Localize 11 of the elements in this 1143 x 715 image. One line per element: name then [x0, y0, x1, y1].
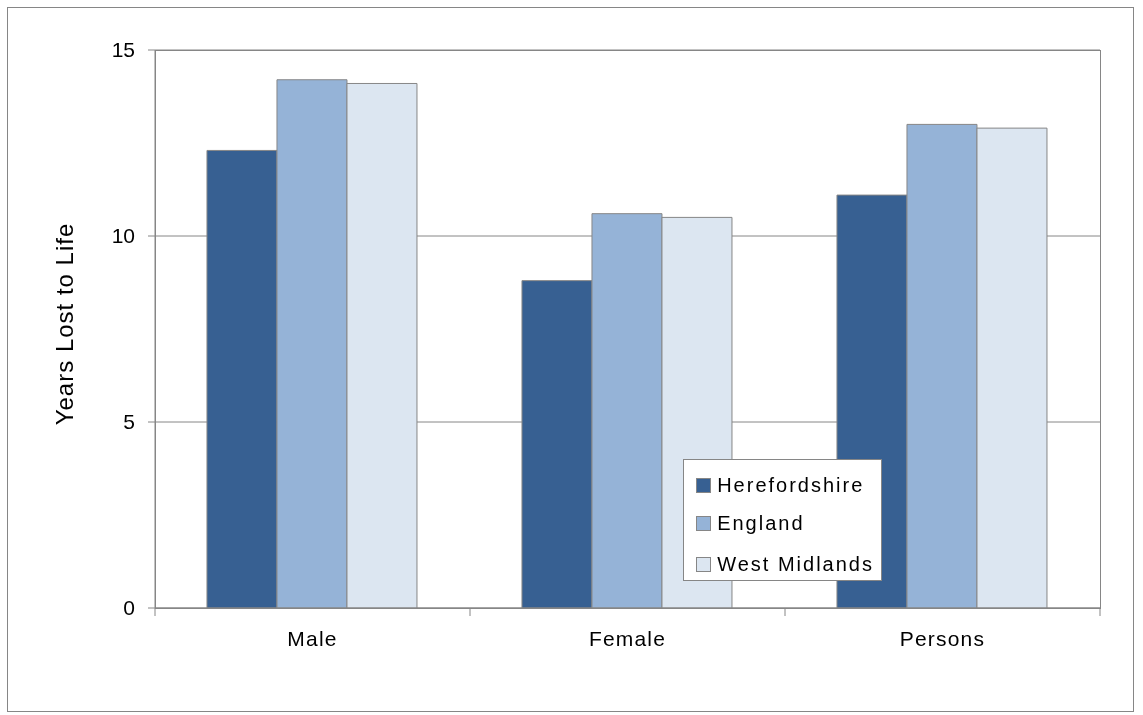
legend-label: Herefordshire	[717, 473, 865, 497]
y-tick-label: 0	[123, 596, 135, 620]
y-axis-title: Years Lost to Life	[50, 222, 78, 426]
legend-label: England	[717, 511, 805, 535]
y-tick-label: 5	[123, 410, 135, 434]
y-tick-label: 10	[111, 224, 135, 248]
x-tick-label: Male	[287, 627, 338, 650]
x-tick-label: Persons	[899, 627, 986, 650]
x-tick-label: Female	[588, 627, 667, 650]
legend-label: West Midlands	[717, 552, 874, 576]
y-tick-label: 15	[111, 38, 135, 62]
